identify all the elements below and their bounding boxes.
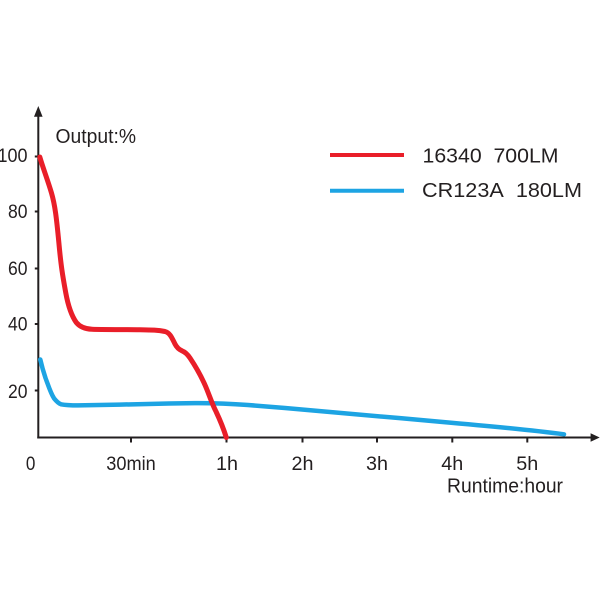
svg-text:80: 80 xyxy=(8,201,28,223)
svg-text:3h: 3h xyxy=(366,453,388,475)
svg-text:0: 0 xyxy=(26,453,36,475)
svg-text:5h: 5h xyxy=(516,453,538,475)
svg-text:60: 60 xyxy=(8,258,28,280)
svg-text:4h: 4h xyxy=(441,453,463,475)
svg-text:1h: 1h xyxy=(216,453,238,475)
svg-text:16340 700LM: 16340 700LM xyxy=(423,145,559,168)
svg-text:CR123A 180LM: CR123A 180LM xyxy=(422,179,582,202)
svg-text:30min: 30min xyxy=(106,453,156,475)
svg-text:Output:%: Output:% xyxy=(56,126,137,148)
svg-text:40: 40 xyxy=(8,314,28,336)
svg-text:100: 100 xyxy=(0,145,28,167)
svg-text:20: 20 xyxy=(8,381,28,403)
svg-text:Runtime:hour: Runtime:hour xyxy=(447,476,563,498)
svg-text:2h: 2h xyxy=(292,453,314,475)
